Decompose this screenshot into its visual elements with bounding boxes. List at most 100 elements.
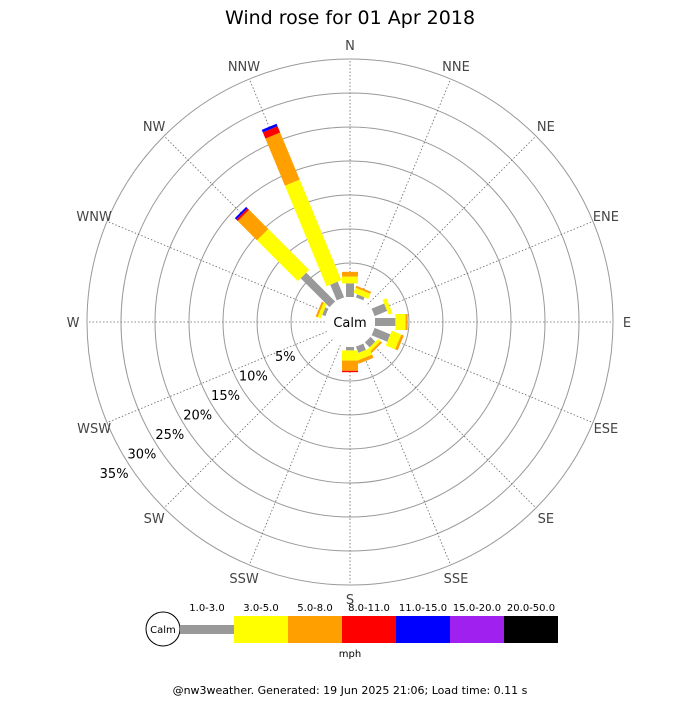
legend-swatch-11-0-15-0 — [396, 616, 450, 643]
legend-label-15-0-20-0: 15.0-20.0 — [453, 603, 501, 614]
direction-label-wnw: WNW — [76, 210, 112, 225]
bar-segment-sse-1-0-3-0 — [355, 343, 366, 353]
legend-swatch-1-0-3-0 — [180, 625, 234, 634]
legend-calm-label: Calm — [150, 625, 176, 636]
bar-segment-wnw-1-0-3-0 — [322, 307, 329, 317]
direction-spokes — [87, 59, 613, 585]
footer-text: @nw3weather. Generated: 19 Jun 2025 21:0… — [173, 684, 528, 697]
direction-label-s: S — [346, 593, 354, 608]
bar-segment-nne-5-0-8-0 — [355, 285, 372, 294]
legend-swatch-8-0-11-0 — [342, 616, 396, 643]
spoke-ene — [372, 220, 594, 313]
range-ring — [290, 262, 410, 382]
direction-label-se: SE — [538, 512, 554, 527]
legend-swatch-20-0-50-0 — [504, 616, 558, 643]
bar-segment-se-1-0-3-0 — [364, 336, 376, 348]
bar-segment-nnw-8-0-11-0 — [262, 126, 281, 139]
bar-segment-nnw-3-0-5-0 — [284, 179, 342, 287]
legend-swatch-15-0-20-0 — [450, 616, 504, 643]
spoke-nne — [359, 78, 452, 300]
bar-segment-se-3-0-5-0 — [366, 338, 381, 353]
wind-bar-nne — [353, 285, 372, 301]
bar-segment-wnw-3-0-5-0 — [317, 302, 327, 319]
bar-segment-s-8-0-11-0 — [342, 370, 358, 373]
direction-label-e: E — [623, 316, 631, 331]
bar-segment-sse-3-0-5-0 — [354, 348, 373, 361]
wind-bar-e — [375, 314, 408, 330]
direction-label-ene: ENE — [593, 210, 619, 225]
direction-label-nw: NW — [143, 120, 166, 135]
legend-label-5-0-8-0: 5.0-8.0 — [297, 603, 332, 614]
ring-label: 20% — [183, 408, 212, 423]
bar-segment-n-3-0-5-0 — [342, 276, 358, 284]
bar-segment-nw-5-0-8-0 — [237, 209, 269, 241]
spoke-ne — [367, 135, 537, 305]
wind-bar-se — [364, 336, 382, 354]
range-ring — [86, 58, 614, 586]
spoke-ssw — [248, 344, 341, 566]
bar-segment-nnw-5-0-8-0 — [265, 132, 300, 186]
direction-labels: N NNE NE ENE E ESE SE SSE S SSW SW WSW W WNW NW NNW — [67, 39, 632, 608]
direction-label-ne: NE — [537, 120, 555, 135]
ring-label: 10% — [239, 369, 268, 384]
direction-label-sse: SSE — [444, 572, 469, 587]
bar-segment-nnw-1-0-3-0 — [330, 281, 345, 301]
legend-swatch-5-0-8-0 — [288, 616, 342, 643]
legend-label-20-0-50-0: 20.0-50.0 — [507, 603, 555, 614]
legend-label-1-0-3-0: 1.0-3.0 — [189, 603, 224, 614]
direction-label-nnw: NNW — [228, 60, 260, 75]
ring-label: 30% — [128, 447, 157, 462]
bar-segment-nw-11-0-15-0 — [234, 206, 248, 220]
range-ring — [154, 126, 546, 518]
wind-bar-wnw — [315, 301, 329, 319]
ring-label: 5% — [275, 350, 296, 365]
wind-bar-nnw — [261, 123, 345, 301]
legend-swatch-3-0-5-0 — [234, 616, 288, 643]
wind-bar-ene — [371, 298, 393, 317]
chart-title: Wind rose for 01 Apr 2018 — [225, 7, 475, 29]
bar-segment-ese-3-0-5-0 — [385, 330, 402, 350]
bar-segment-nne-1-0-3-0 — [355, 294, 365, 301]
calm-label: Calm — [333, 316, 366, 331]
direction-label-ssw: SSW — [229, 572, 259, 587]
wind-bars — [234, 123, 408, 373]
wind-bar-s — [342, 347, 358, 373]
bar-segment-sse-5-0-8-0 — [357, 354, 374, 364]
bar-segment-nw-8-0-11-0 — [236, 208, 250, 222]
legend-label-3-0-5-0: 3.0-5.0 — [243, 603, 278, 614]
spoke-sw — [163, 339, 333, 509]
spoke-ese — [372, 331, 594, 424]
bar-segment-ese-1-0-3-0 — [371, 327, 391, 342]
bar-segment-e-3-0-5-0 — [395, 314, 406, 330]
direction-label-w: W — [67, 316, 80, 331]
bar-segment-nne-3-0-5-0 — [353, 287, 371, 299]
bar-segment-nw-3-0-5-0 — [256, 228, 310, 282]
legend-label-8-0-11-0: 8.0-11.0 — [348, 603, 390, 614]
bar-segment-s-3-0-5-0 — [342, 350, 358, 361]
spoke-wnw — [106, 220, 328, 313]
ring-label: 35% — [100, 467, 129, 482]
wind-bar-nw — [234, 206, 336, 308]
range-ring — [188, 160, 512, 484]
ring-label: 25% — [155, 428, 184, 443]
bar-segment-s-5-0-8-0 — [342, 360, 358, 371]
ring-labels: 5% 10% 15% 20% 25% 30% 35% — [100, 350, 296, 482]
legend: Calm 1.0-3.0 3.0-5.0 5.0-8.0 8.0-11.0 11.0-1… — [145, 603, 558, 660]
wind-bar-n — [342, 271, 358, 297]
bar-segment-e-5-0-8-0 — [405, 314, 408, 330]
bar-segment-nnw-11-0-15-0 — [261, 123, 278, 133]
bar-segment-ese-5-0-8-0 — [395, 334, 404, 351]
wind-bar-sse — [354, 343, 374, 364]
direction-label-ese: ESE — [594, 422, 619, 437]
direction-label-sw: SW — [144, 512, 165, 527]
bar-segment-ene-1-0-3-0 — [371, 303, 388, 317]
bar-segment-wnw-5-0-8-0 — [315, 301, 324, 318]
bar-segment-nw-1-0-3-0 — [300, 272, 336, 308]
ring-label: 15% — [211, 389, 240, 404]
spoke-se — [367, 339, 537, 509]
direction-label-nne: NNE — [442, 60, 470, 75]
bar-segment-ene-3-0-5-0 — [382, 298, 393, 315]
spoke-wsw — [106, 331, 328, 424]
